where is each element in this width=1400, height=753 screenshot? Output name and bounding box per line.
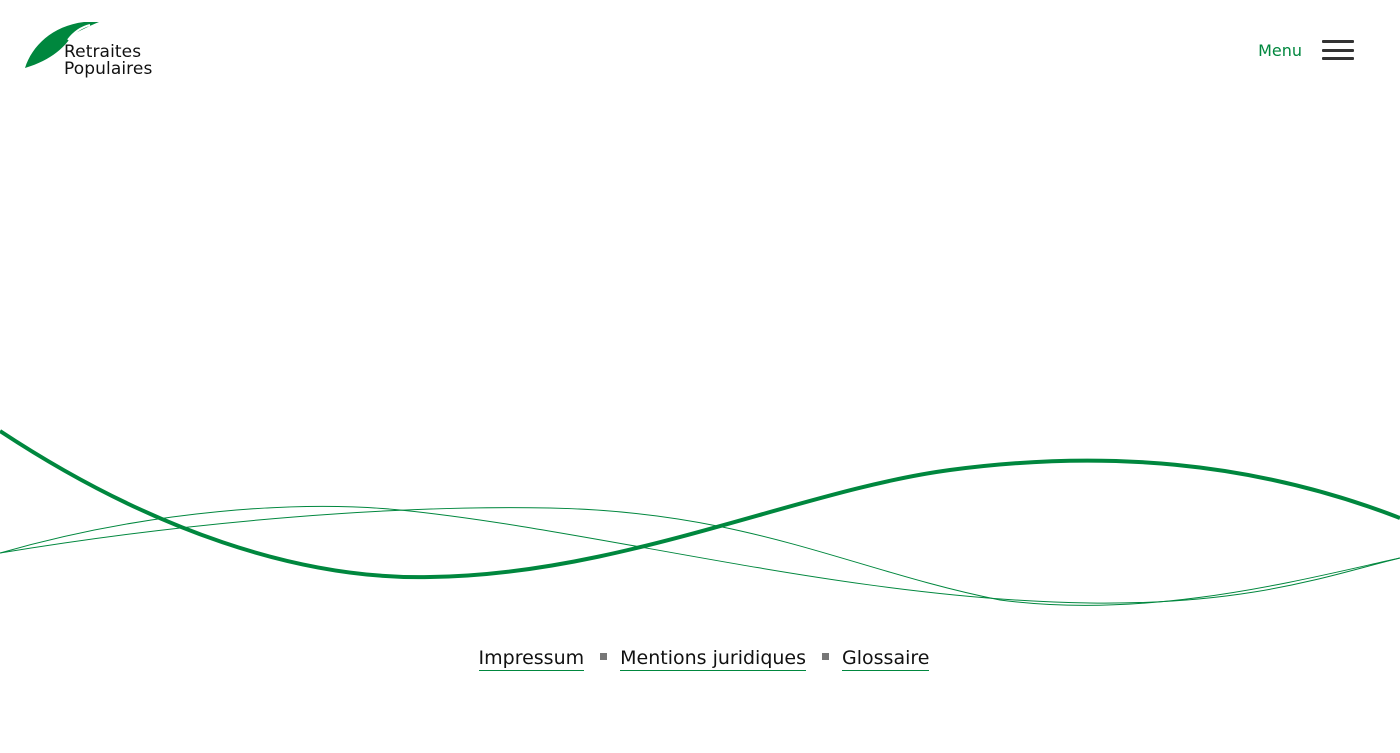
wave-thick xyxy=(0,429,1400,580)
menu-label: Menu xyxy=(1258,40,1302,60)
menu-button[interactable]: Menu xyxy=(1258,38,1354,62)
wave-thin-2 xyxy=(0,507,1400,606)
footer-link-mentions-juridiques[interactable]: Mentions juridiques xyxy=(620,647,807,671)
logo-line-2: Populaires xyxy=(64,59,153,79)
footer-nav: Impressum Mentions juridiques Glossaire xyxy=(0,646,1400,671)
hamburger-menu-icon[interactable] xyxy=(1322,40,1354,60)
logo-wordmark: Retraites Populaires xyxy=(64,44,152,78)
square-separator-icon xyxy=(600,653,608,660)
square-separator-icon xyxy=(822,653,830,660)
footer-link-impressum[interactable]: Impressum xyxy=(478,647,585,671)
logo-line-1: Retraites xyxy=(64,42,142,62)
footer-link-glossaire[interactable]: Glossaire xyxy=(842,647,930,671)
logo-link[interactable]: Retraites Populaires xyxy=(24,20,174,84)
wave-thin-1 xyxy=(0,505,1400,604)
decorative-waves xyxy=(0,429,1400,606)
leaf-logo-icon xyxy=(25,22,99,68)
